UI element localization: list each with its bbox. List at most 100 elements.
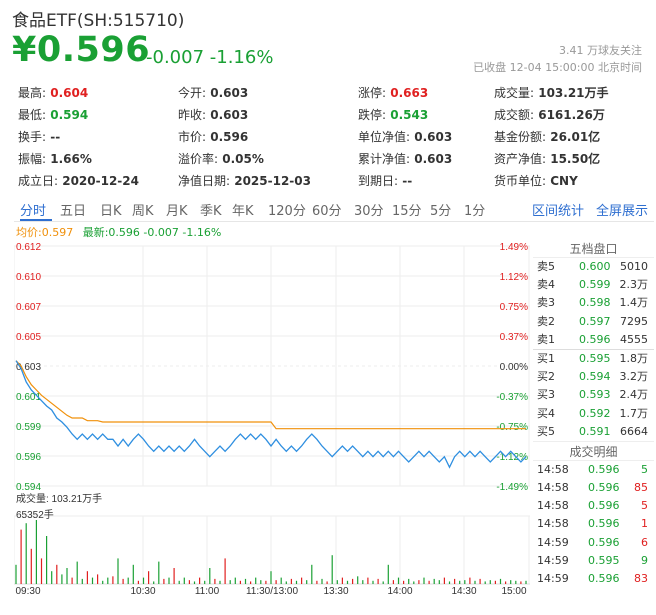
tab-4[interactable]: 月K (166, 204, 188, 219)
order-vol: 4555 (620, 332, 648, 346)
tab-5[interactable]: 季K (200, 204, 222, 219)
trade-time: 14:58 (537, 499, 569, 513)
tab-12[interactable]: 1分 (464, 204, 486, 219)
tab-1[interactable]: 五日 (60, 204, 87, 219)
stat-label: 净值日期: (178, 174, 231, 188)
order-vol: 2.3万 (619, 278, 649, 292)
stat-label: 单位净值: (358, 130, 411, 144)
bid-row: 买5 0.591 6664 (533, 423, 654, 441)
stat-label: 最高: (18, 86, 47, 100)
stat-value: 0.543 (386, 108, 429, 122)
trade-time: 14:59 (537, 553, 569, 567)
tab-0[interactable]: 分时 (20, 204, 47, 219)
order-price: 0.596 (579, 332, 611, 346)
stat-value: -- (46, 130, 61, 144)
stat-label: 溢价率: (178, 152, 219, 166)
volume-max-label: 65352手 (16, 508, 54, 521)
fullscreen-link[interactable]: 全屏展示 (596, 204, 649, 219)
stat-value: 1.66% (46, 152, 92, 166)
stat-item: 成交额: 6161.26万 (494, 106, 605, 123)
stat-item: 资产净值: 15.50亿 (494, 150, 600, 167)
fund-title: 食品ETF(SH:515710) (12, 11, 185, 31)
trade-row: 14:59 0.596 6 (533, 534, 654, 552)
trade-row: 14:58 0.596 5 (533, 461, 654, 479)
tab-8[interactable]: 60分 (312, 204, 342, 219)
order-label: 买1 (537, 351, 555, 365)
range-stats-link[interactable]: 区间统计 (532, 204, 585, 219)
legend-avg-price: 均价:0.597 (16, 226, 74, 239)
order-price: 0.591 (579, 424, 611, 438)
trade-price: 0.596 (588, 517, 620, 531)
price-change: -0.007 -1.16% (146, 47, 274, 68)
trade-time: 14:59 (537, 535, 569, 549)
trade-price: 0.596 (588, 572, 620, 585)
volume-title: 成交量: 103.21万手 (16, 492, 102, 505)
trade-row: 14:59 0.596 83 (533, 570, 654, 588)
stat-value: 0.603 (206, 86, 249, 100)
trade-qty: 6 (641, 535, 648, 549)
chart-legend: 均价:0.597 最新:0.596 -0.007 -1.16% (16, 224, 221, 240)
stat-label: 成交量: (494, 86, 535, 100)
x-tick-label: 14:00 (387, 586, 412, 597)
tab-2[interactable]: 日K (100, 204, 122, 219)
stat-label: 换手: (18, 130, 47, 144)
pct-tick-label: 1.49% (500, 242, 528, 253)
intraday-chart-svg[interactable]: 0.612 1.49% 0.610 1.12% 0.607 0.75% 0.605 0.37%… (14, 238, 530, 608)
followers-count[interactable]: 3.41 万球友关注 (559, 44, 642, 57)
ask-row: 卖2 0.597 7295 (533, 313, 654, 331)
stat-value: 15.50亿 (546, 152, 601, 166)
legend-latest-price: 最新:0.596 -0.007 -1.16% (82, 226, 222, 239)
stat-value: 0.594 (46, 108, 89, 122)
order-label: 卖4 (537, 278, 555, 292)
price-line (15, 360, 527, 469)
tab-6[interactable]: 年K (232, 204, 254, 219)
x-tick-label: 14:30 (451, 586, 476, 597)
stat-item: 跌停: 0.543 (358, 106, 428, 123)
trade-qty: 9 (641, 553, 648, 567)
trade-time: 14:59 (537, 572, 569, 585)
order-label: 卖2 (537, 314, 555, 328)
ask-row: 卖4 0.599 2.3万 (533, 276, 654, 294)
trade-time: 14:58 (537, 462, 569, 476)
order-label: 买4 (537, 406, 555, 420)
trade-price: 0.596 (588, 535, 620, 549)
x-tick-label: 11:30/13:00 (246, 586, 299, 597)
y-tick-label: 0.607 (16, 302, 41, 313)
stat-label: 昨收: (178, 108, 207, 122)
order-price: 0.592 (579, 406, 611, 420)
stat-label: 资产净值: (494, 152, 547, 166)
pct-tick-label: -0.75% (496, 422, 528, 433)
stat-value: 0.663 (386, 86, 429, 100)
x-tick-label: 11:00 (195, 586, 220, 597)
bid-row: 买3 0.593 2.4万 (533, 386, 654, 404)
market-status: 已收盘 12-04 15:00:00 北京时间 (473, 61, 642, 74)
intraday-chart[interactable]: 0.612 1.49% 0.610 1.12% 0.607 0.75% 0.605 0.37%… (14, 238, 530, 608)
stat-label: 市价: (178, 130, 207, 144)
stat-label: 到期日: (358, 174, 399, 188)
tab-3[interactable]: 周K (132, 204, 154, 219)
stat-label: 成交额: (494, 108, 535, 122)
stat-item: 市价: 0.596 (178, 128, 248, 145)
stat-item: 今开: 0.603 (178, 84, 248, 101)
tab-9[interactable]: 30分 (354, 204, 384, 219)
ask-row: 卖5 0.600 5010 (533, 258, 654, 276)
active-tab-underline (20, 219, 52, 221)
x-tick-label: 09:30 (15, 586, 40, 597)
y-tick-label: 0.612 (16, 242, 41, 253)
stat-item: 涨停: 0.663 (358, 84, 428, 101)
stat-label: 涨停: (358, 86, 387, 100)
stat-label: 最低: (18, 108, 47, 122)
trade-time: 14:58 (537, 481, 569, 495)
stat-item: 换手: -- (18, 128, 60, 145)
order-vol: 3.2万 (619, 370, 649, 384)
stat-value: CNY (546, 174, 578, 188)
tab-10[interactable]: 15分 (392, 204, 422, 219)
stat-item: 成立日: 2020-12-24 (18, 172, 139, 189)
stat-item: 货币单位: CNY (494, 172, 578, 189)
tab-11[interactable]: 5分 (430, 204, 452, 219)
order-vol: 1.4万 (619, 296, 649, 310)
bid-row: 买2 0.594 3.2万 (533, 368, 654, 386)
stat-value: 0.603 (410, 130, 453, 144)
stat-item: 溢价率: 0.05% (178, 150, 264, 167)
tab-7[interactable]: 120分 (268, 204, 306, 219)
